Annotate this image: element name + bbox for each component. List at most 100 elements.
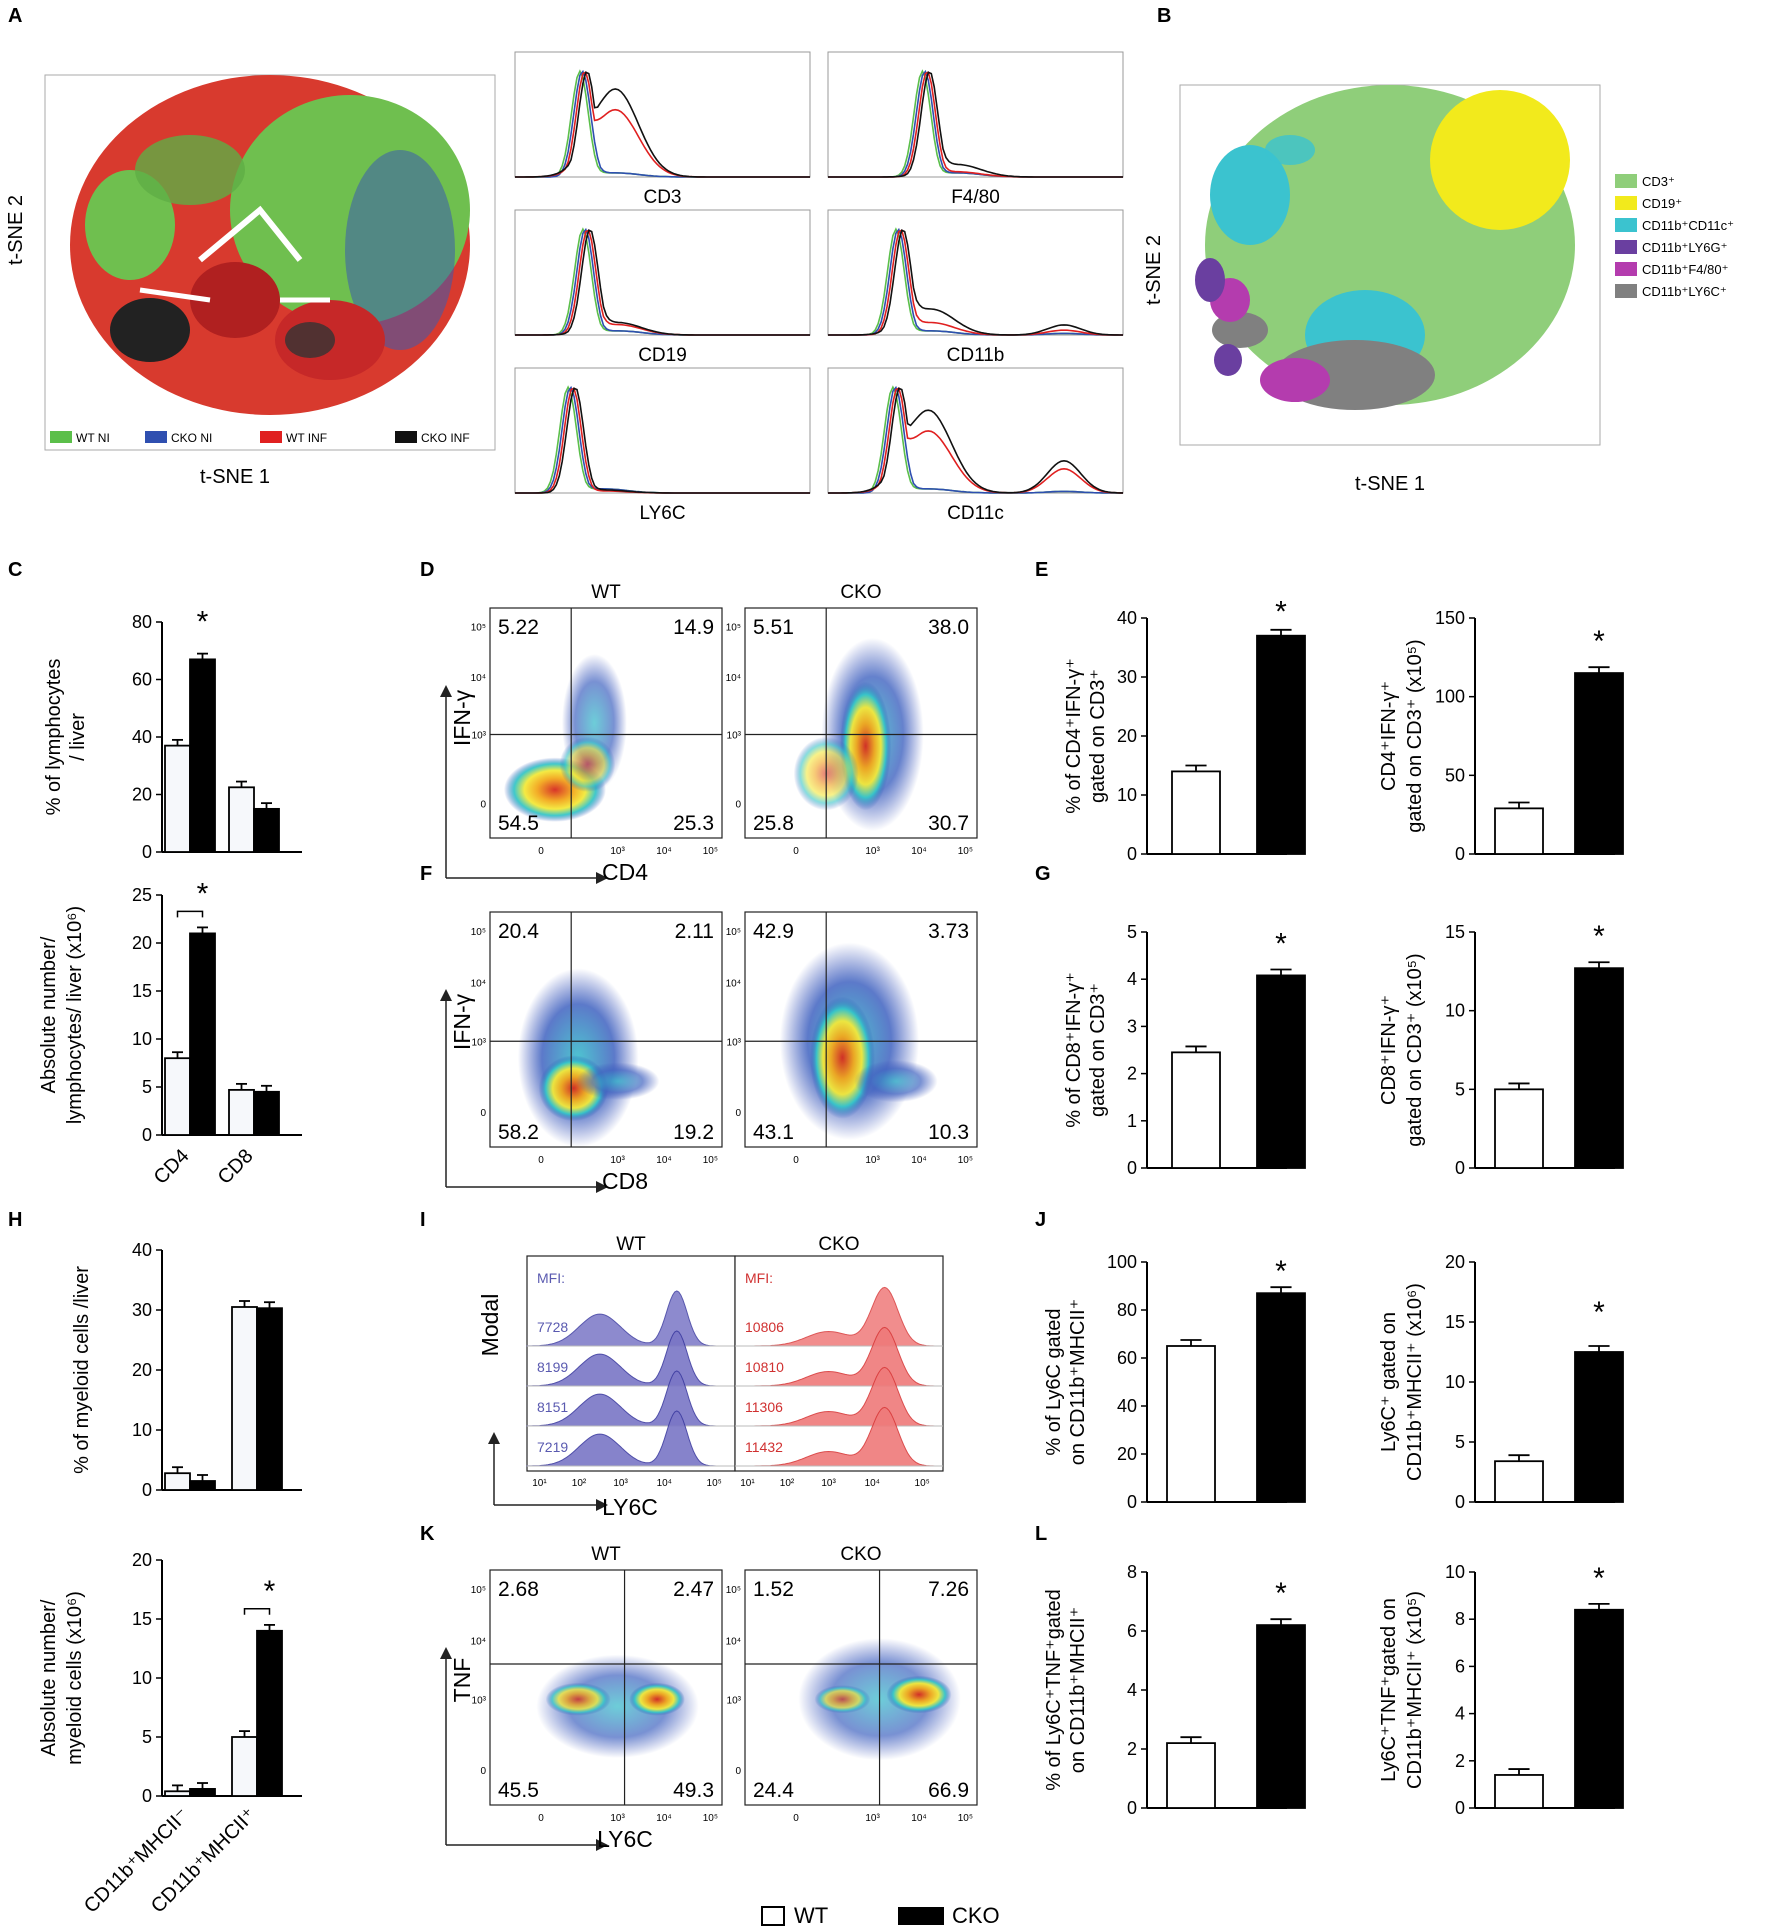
hist-cd19-plot: CD19: [514, 209, 811, 366]
panel-a-xlabel: t-SNE 1: [200, 466, 270, 488]
flow-axes-1: IFN-γ CD8: [440, 989, 648, 1194]
flow-xlabel: LY6C: [597, 1826, 653, 1852]
y-tick-label: 60: [132, 670, 152, 690]
flow-d-cko: 5.51 38.0 25.8 30.7 10⁵ 10⁴ 10³ 0 0 10³ 10⁴ 10⁵ CKO: [726, 582, 978, 857]
hist-i-xtick: 10²: [572, 1478, 587, 1489]
flow-ytick: 10⁵: [726, 1585, 741, 1596]
y-axis-label: % of CD4⁺IFN-γ⁺: [1063, 658, 1085, 814]
hist-i-xtick: 10¹: [532, 1478, 547, 1489]
bar: [256, 1307, 283, 1491]
flow-ytick: 0: [480, 1766, 486, 1777]
flow-ytick: 10⁴: [471, 979, 486, 990]
y-tick-label: 40: [132, 727, 152, 747]
legend-f480: CD11b⁺F4/80⁺: [1642, 262, 1728, 277]
mfi-value: 10810: [745, 1359, 784, 1375]
significance-star: *: [1593, 1562, 1605, 1595]
quadrant-ul: 1.52: [753, 1578, 794, 1601]
flow-xtick: 10⁴: [656, 846, 671, 857]
y-axis-label: % of Ly6C gated: [1043, 1308, 1065, 1455]
y-tick-label: 4: [1127, 1680, 1137, 1700]
flow-axes-0: IFN-γ CD4: [440, 685, 648, 885]
y-axis-label: Absolute number/: [38, 1599, 60, 1756]
quadrant-ul: 5.22: [498, 616, 539, 639]
flow-f-cko: 42.9 3.73 43.1 10.3 10⁵ 10⁴ 10³ 0 0 10³ 10⁴ 10⁵: [726, 911, 978, 1166]
y-tick-label: 5: [142, 1077, 152, 1097]
flow-xlabel: CD8: [602, 1168, 648, 1194]
hist-label: CD11b: [947, 345, 1005, 366]
bar: [253, 1090, 280, 1136]
quadrant-lr: 66.9: [928, 1779, 969, 1802]
hist-frame: [514, 209, 811, 336]
hist-curve: [828, 227, 1123, 336]
y-tick-label: 15: [132, 1609, 152, 1629]
flow-ytick: 10⁴: [471, 673, 486, 684]
panel-letter-c: C: [8, 559, 22, 581]
flow-title: CKO: [840, 582, 881, 603]
flow-xtick: 0: [538, 1155, 544, 1166]
y-tick-label: 0: [1455, 1798, 1465, 1818]
bar-chart-G1: 0 1 2 3 4 5 * % of CD8⁺IFN-γ⁺ gated on CD3⁺: [1063, 922, 1306, 1178]
flow-xtick: 10³: [865, 1813, 880, 1824]
density-blob: [545, 1682, 611, 1716]
hist-curve: [515, 71, 810, 178]
y-tick-label: 10: [132, 1420, 152, 1440]
y-tick-label: 2: [1127, 1064, 1137, 1084]
bar-chart-J1: 0 20 40 60 80 100 * % of Ly6C gated on CD11b⁺MHC…: [1043, 1252, 1306, 1512]
flow-xtick: 10⁴: [911, 846, 926, 857]
y-tick-label: 0: [142, 1125, 152, 1145]
flow-ylabel: IFN-γ: [449, 993, 475, 1050]
hist-i-xtick: 10⁵: [707, 1478, 722, 1489]
panel-letter-k: K: [420, 1523, 435, 1545]
flow-xtick: 10⁴: [656, 1813, 671, 1824]
quadrant-ur: 14.9: [673, 616, 714, 639]
y-axis-label: % of CD8⁺IFN-γ⁺: [1063, 972, 1085, 1128]
y-arrowhead: [488, 1432, 500, 1444]
y-tick-label: 8: [1127, 1562, 1137, 1582]
hist-curve: [828, 71, 1123, 178]
hist-i-title: WT: [616, 1234, 646, 1255]
bar-chart-E2: 0 50 100 150 * CD4⁺IFN-γ⁺ gated on CD3⁺ (x10⁵): [1378, 608, 1624, 864]
bar: [1574, 1351, 1624, 1503]
mfi-value: 10806: [745, 1319, 784, 1335]
flow-xtick: 10⁵: [703, 1813, 718, 1824]
y-axis-label: lymphocytes/ liver (x10⁶): [64, 906, 86, 1124]
y-axis-label: / liver: [67, 713, 89, 761]
flow-xtick: 10⁵: [958, 846, 973, 857]
hist-i-xtick: 10¹: [740, 1478, 755, 1489]
hist-i-title: CKO: [818, 1234, 859, 1255]
flow-xtick: 10³: [610, 1155, 625, 1166]
bar-chart-L2: 0 2 4 6 8 10 * Ly6C⁺TNF⁺gated on CD11b⁺MHCII⁺ (x…: [1378, 1562, 1624, 1818]
y-tick-label: 25: [132, 885, 152, 905]
x-arrowhead: [596, 872, 608, 884]
bar: [1256, 1292, 1306, 1503]
legend-wt: WT: [794, 1903, 828, 1928]
hist-cd11b-plot: CD11b: [827, 209, 1124, 366]
bar-chart-H1: 0 10 20 30 40 % of myeloid cells /liver: [71, 1240, 302, 1500]
flow-ytick: 0: [735, 800, 741, 811]
y-axis-label: gated on CD3⁺: [1087, 983, 1109, 1117]
quadrant-ul: 2.68: [498, 1578, 539, 1601]
y-axis-label: % of lymphocytes: [43, 659, 65, 816]
significance-star: *: [1275, 596, 1287, 629]
density-blob: [814, 1685, 871, 1714]
legend-cd19: CD19⁺: [1642, 196, 1682, 211]
x-arrowhead: [596, 1499, 608, 1511]
flow-xtick: 0: [793, 846, 799, 857]
flow-xtick: 10⁴: [911, 1155, 926, 1166]
hist-curve: [828, 385, 1123, 494]
y-tick-label: 60: [1117, 1348, 1137, 1368]
bar: [228, 1088, 255, 1136]
bar: [228, 786, 255, 853]
y-tick-label: 0: [1127, 1492, 1137, 1512]
bar: [1171, 1051, 1221, 1169]
density-blob: [536, 1654, 699, 1759]
y-tick-label: 80: [132, 612, 152, 632]
y-tick-label: 30: [1117, 667, 1137, 687]
y-axis-label: Ly6C⁺ gated on: [1378, 1312, 1400, 1452]
mfi-label: MFI:: [537, 1270, 565, 1286]
quadrant-ll: 45.5: [498, 1779, 539, 1802]
y-tick-label: 20: [1117, 1444, 1137, 1464]
quadrant-ll: 43.1: [753, 1121, 794, 1144]
y-tick-label: 0: [1127, 1798, 1137, 1818]
